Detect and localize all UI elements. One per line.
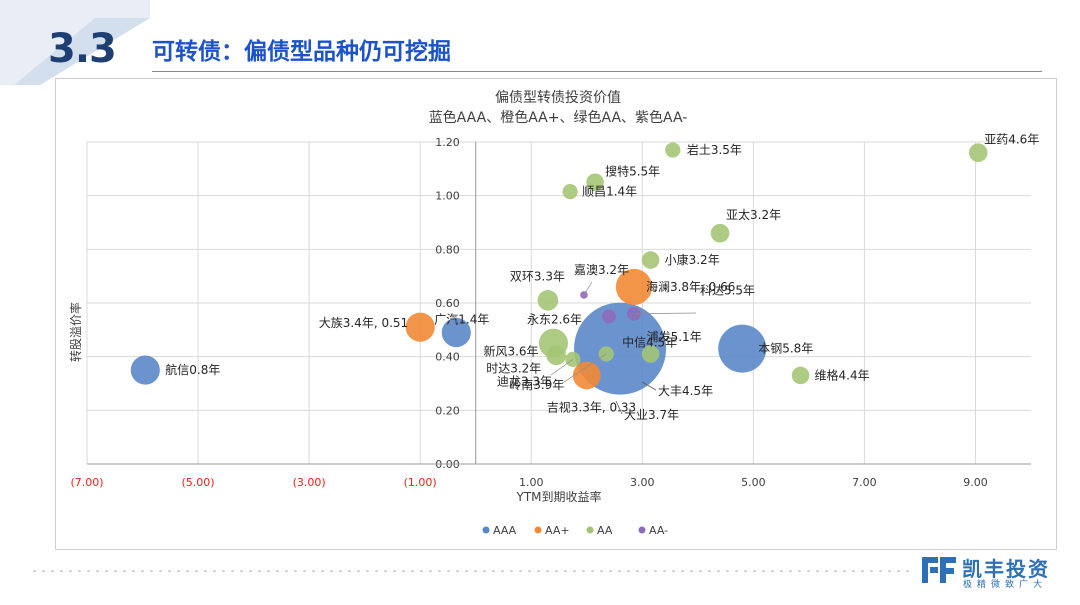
y-tick-label: 0.60 bbox=[435, 297, 460, 310]
bubble-point bbox=[791, 366, 810, 385]
bubble-point bbox=[546, 345, 567, 366]
legend-marker bbox=[586, 526, 594, 534]
legend-marker bbox=[534, 526, 542, 534]
x-tick-label: 7.00 bbox=[852, 476, 877, 489]
bubble-label: 科达5.5年 bbox=[700, 284, 755, 298]
x-tick-label: (7.00) bbox=[70, 476, 103, 489]
bubble-label: 嘉澳3.2年 bbox=[574, 263, 629, 277]
label-leader bbox=[550, 359, 574, 376]
y-tick-label: 0.40 bbox=[435, 351, 460, 364]
bubble-label: 岩土3.5年 bbox=[687, 142, 742, 157]
bubble-label: 亚太3.2年 bbox=[726, 207, 781, 222]
chart-bubbles bbox=[130, 142, 988, 395]
bubble-point bbox=[586, 173, 604, 192]
bubble-point bbox=[572, 361, 601, 390]
section-number: 3.3 bbox=[48, 26, 117, 72]
y-tick-label: 1.00 bbox=[435, 190, 460, 203]
bubble-point bbox=[537, 290, 559, 311]
legend-label: AAA bbox=[493, 524, 517, 537]
y-tick-label: 1.20 bbox=[435, 136, 460, 149]
bubble-point bbox=[718, 324, 767, 373]
brand-logo: 凯丰投资 极精微致广大 bbox=[922, 553, 1072, 593]
bubble-point bbox=[580, 291, 588, 299]
legend-marker bbox=[638, 526, 646, 534]
bubble-label: 大族3.4年, 0.51 bbox=[319, 316, 408, 330]
bubble-point bbox=[130, 355, 160, 385]
legend-marker bbox=[482, 526, 490, 534]
x-tick-label: (3.00) bbox=[293, 476, 326, 489]
legend-label: AA+ bbox=[545, 524, 570, 537]
bubble-point bbox=[665, 142, 681, 158]
x-tick-label: 5.00 bbox=[741, 476, 766, 489]
bubble-point bbox=[405, 312, 435, 342]
bubble-label: 顺昌1.4年 bbox=[582, 185, 637, 199]
bubble-point bbox=[615, 268, 653, 305]
x-tick-label: (5.00) bbox=[182, 476, 215, 489]
bubble-label: 搜特5.5年 bbox=[605, 163, 660, 178]
bubble-label: 时达3.2年 bbox=[486, 361, 541, 375]
bubble-label: 维格4.4年 bbox=[815, 367, 870, 382]
annotation-leader bbox=[615, 400, 623, 415]
bubble-label: 亚药4.6年 bbox=[984, 133, 1039, 147]
brand-name: 凯丰投资 bbox=[962, 557, 1050, 581]
brand-mark-icon bbox=[922, 557, 956, 583]
bubble-point bbox=[641, 251, 660, 269]
y-axis-title: 转股溢价率 bbox=[68, 302, 83, 362]
bubble-point bbox=[968, 143, 988, 163]
chart-legend: AAA AA+ AA AA- bbox=[482, 524, 668, 537]
bubble-label: 海澜3.8年, 0.66 bbox=[646, 279, 735, 294]
bubble-label: 小康3.2年 bbox=[665, 252, 720, 267]
section-title: 可转债：偏债型品种仍可挖掘 bbox=[152, 39, 451, 65]
chart-container: 偏债型转债投资价值 蓝色AAA、橙色AA+、绿色AA、紫色AA- 0.00 0.2… bbox=[55, 78, 1057, 550]
x-tick-label: 1.00 bbox=[519, 476, 544, 489]
bubble-point bbox=[602, 309, 616, 324]
y-tick-label: 0.80 bbox=[435, 243, 460, 256]
chart-grid bbox=[86, 141, 1031, 465]
x-axis-title: YTM到期收益率 bbox=[515, 489, 601, 504]
legend-label: AA- bbox=[649, 524, 668, 537]
legend-label: AA bbox=[597, 524, 613, 537]
label-leader bbox=[560, 353, 607, 385]
label-leader bbox=[633, 312, 697, 315]
bubble-point bbox=[441, 317, 471, 348]
bubble-label: 航信0.8年 bbox=[165, 362, 220, 377]
chart-title: 偏债型转债投资价值 bbox=[495, 90, 621, 106]
footer-dotted-divider bbox=[30, 570, 910, 572]
chart-subtitle: 蓝色AAA、橙色AA+、绿色AA、紫色AA- bbox=[429, 109, 688, 126]
bubble-label: 双环3.3年 bbox=[510, 269, 565, 283]
brand-slogan: 极精微致广大 bbox=[963, 580, 1048, 590]
bubble-label: 浦发5.1年 bbox=[647, 329, 702, 344]
bubble-label: 岭南3.9年 bbox=[509, 377, 564, 392]
y-tick-label: 0.20 bbox=[435, 404, 460, 417]
bubble-label: 迪龙3.3年 bbox=[497, 374, 552, 388]
bubble-label: 永东2.6年 bbox=[527, 312, 582, 326]
bubble-label: 广汽1.4年 bbox=[434, 312, 489, 327]
bubble-label: 吉视3.3年, 0.33 bbox=[547, 399, 636, 414]
header-accent-shape bbox=[0, 0, 150, 85]
bubble-point bbox=[710, 223, 730, 243]
bubble-point bbox=[641, 345, 660, 363]
x-tick-label: (1.00) bbox=[404, 476, 437, 489]
label-leader bbox=[583, 281, 593, 296]
header-divider bbox=[152, 71, 1042, 72]
bubble-chart: 偏债型转债投资价值 蓝色AAA、橙色AA+、绿色AA、紫色AA- 0.000.2… bbox=[68, 90, 1039, 537]
bubble-label: 中信4.5年 bbox=[622, 335, 677, 350]
annotation-leader bbox=[641, 381, 657, 391]
x-tick-label: 3.00 bbox=[630, 476, 655, 489]
annotation-label: 大丰4.5年 bbox=[658, 384, 713, 398]
chart-axes: 0.000.200.400.600.801.001.20(7.00) (5.00)… bbox=[70, 136, 1031, 489]
annotation-label: 大业3.7年 bbox=[624, 408, 679, 422]
x-tick-label: 9.00 bbox=[963, 476, 988, 489]
bubble-label: 本钢5.8年 bbox=[758, 342, 813, 356]
bubble-label: 新风3.6年 bbox=[483, 343, 538, 358]
bubble-point bbox=[562, 184, 578, 200]
